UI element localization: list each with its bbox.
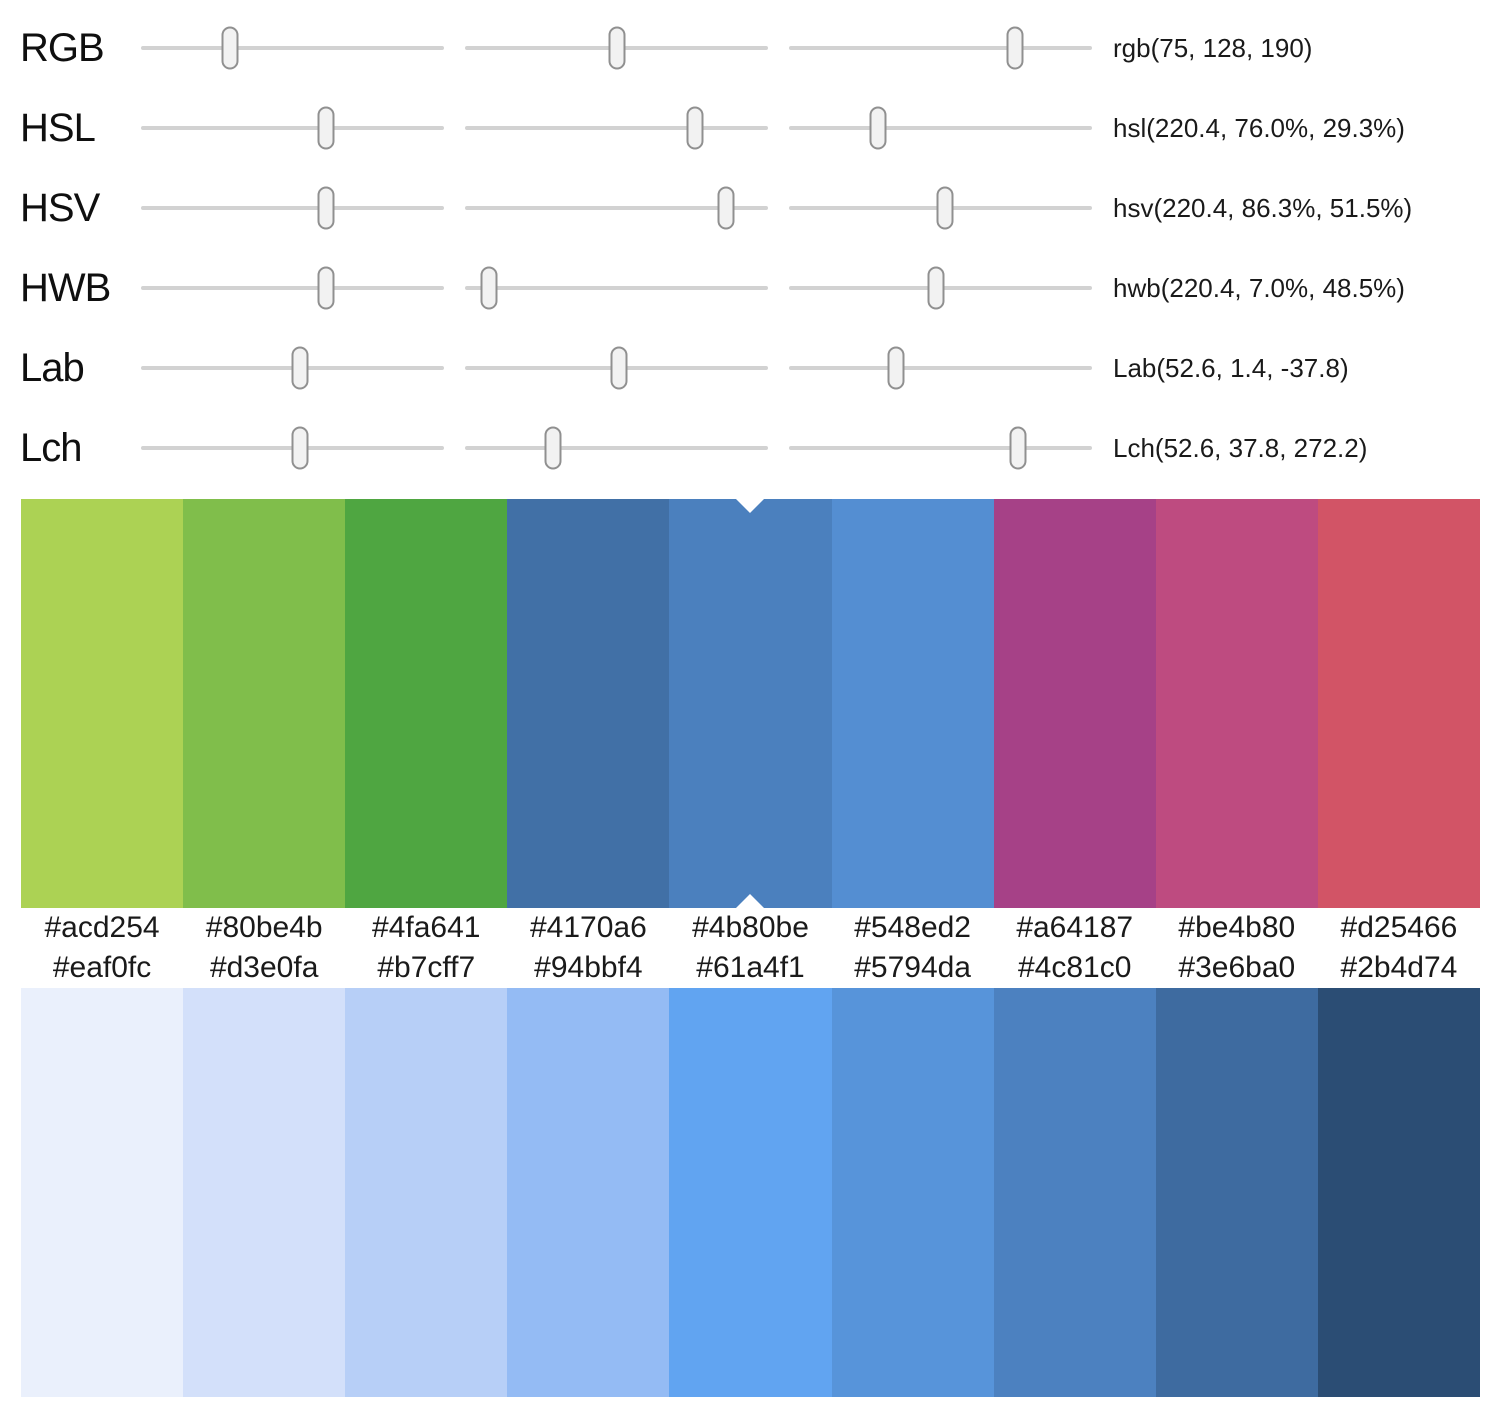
bottom-palette-labels: #eaf0fc #d3e0fa #b7cff7 #94bbf4 #61a4f1 …	[21, 948, 1480, 988]
slider-track[interactable]	[465, 426, 768, 470]
slider-thumb[interactable]	[608, 26, 626, 70]
top-palette-labels: #acd254 #80be4b #4fa641 #4170a6 #4b80be …	[21, 908, 1480, 948]
slider-thumb[interactable]	[544, 426, 562, 470]
slider-thumb[interactable]	[936, 186, 954, 230]
slider-thumb[interactable]	[927, 266, 945, 310]
slider-thumb[interactable]	[1006, 26, 1024, 70]
slider-row-hwb: HWB hwb(220.4, 7.0%, 48.5%)	[0, 248, 1501, 328]
swatch-hex-label: #be4b80	[1178, 911, 1296, 944]
swatch-hex-label: #61a4f1	[696, 951, 805, 984]
bottom-palette-swatch[interactable]	[345, 988, 508, 1397]
bottom-palette-swatch[interactable]	[1317, 988, 1480, 1397]
slider-row-lch: Lch Lch(52.6, 37.8, 272.2)	[0, 408, 1501, 488]
slider-track[interactable]	[789, 426, 1092, 470]
swatch-hex-label: #d3e0fa	[209, 951, 319, 984]
bottom-palette	[21, 988, 1480, 1397]
slider-thumb[interactable]	[317, 266, 335, 310]
slider-value: hsv(220.4, 86.3%, 51.5%)	[1113, 193, 1413, 223]
top-palette-swatch[interactable]	[1317, 499, 1480, 908]
top-palette	[21, 499, 1480, 908]
slider-thumb[interactable]	[717, 186, 735, 230]
swatch-hex-label: #d25466	[1340, 911, 1458, 944]
slider-track[interactable]	[141, 346, 444, 390]
slider-track[interactable]	[141, 266, 444, 310]
slider-row-label: Lab	[20, 346, 85, 390]
slider-thumb[interactable]	[1009, 426, 1027, 470]
slider-row-label: HWB	[20, 266, 111, 310]
slider-track[interactable]	[465, 186, 768, 230]
swatch-hex-label: #a64187	[1016, 911, 1134, 944]
slider-track[interactable]	[465, 106, 768, 150]
slider-value: rgb(75, 128, 190)	[1113, 33, 1313, 63]
slider-track[interactable]	[789, 26, 1092, 70]
slider-track[interactable]	[141, 106, 444, 150]
slider-thumb[interactable]	[291, 346, 309, 390]
slider-track[interactable]	[465, 346, 768, 390]
bottom-palette-swatch[interactable]	[831, 988, 994, 1397]
bottom-palette-swatch[interactable]	[507, 988, 670, 1397]
slider-track[interactable]	[789, 106, 1092, 150]
slider-thumb[interactable]	[317, 186, 335, 230]
bottom-palette-swatch[interactable]	[669, 988, 832, 1397]
swatch-hex-label: #4b80be	[692, 911, 809, 944]
swatch-hex-label: #80be4b	[205, 911, 323, 944]
slider-row-hsl: HSL hsl(220.4, 76.0%, 29.3%)	[0, 88, 1501, 168]
slider-row-lab: Lab Lab(52.6, 1.4, -37.8)	[0, 328, 1501, 408]
swatch-hex-label: #acd254	[44, 911, 160, 944]
swatch-hex-label: #5794da	[854, 951, 971, 984]
slider-row-label: HSL	[20, 106, 96, 150]
top-palette-swatch[interactable]	[669, 499, 832, 908]
slider-thumb[interactable]	[291, 426, 309, 470]
slider-thumb[interactable]	[869, 106, 887, 150]
slider-row-rgb: RGB rgb(75, 128, 190)	[0, 8, 1501, 88]
slider-panel: RGB rgb(75, 128, 190) HSL hsl(220	[0, 0, 1501, 488]
slider-row-label: Lch	[20, 426, 83, 470]
top-palette-swatch[interactable]	[831, 499, 994, 908]
slider-thumb[interactable]	[480, 266, 498, 310]
slider-row-label: HSV	[20, 186, 100, 230]
slider-thumb[interactable]	[221, 26, 239, 70]
swatch-hex-label: #548ed2	[854, 911, 971, 944]
slider-track[interactable]	[789, 186, 1092, 230]
slider-thumb[interactable]	[317, 106, 335, 150]
swatch-hex-label: #2b4d74	[1340, 951, 1458, 984]
swatch-hex-label: #94bbf4	[534, 951, 643, 984]
swatch-hex-label: #4fa641	[372, 911, 481, 944]
slider-track[interactable]	[465, 266, 768, 310]
slider-track[interactable]	[789, 346, 1092, 390]
slider-row-label: RGB	[20, 26, 105, 70]
swatch-hex-label: #4c81c0	[1017, 951, 1132, 984]
slider-value: Lab(52.6, 1.4, -37.8)	[1113, 353, 1349, 383]
slider-track[interactable]	[141, 426, 444, 470]
slider-thumb[interactable]	[610, 346, 628, 390]
slider-value: hsl(220.4, 76.0%, 29.3%)	[1113, 113, 1405, 143]
slider-value: hwb(220.4, 7.0%, 48.5%)	[1113, 273, 1405, 303]
top-palette-swatch[interactable]	[507, 499, 670, 908]
slider-thumb[interactable]	[686, 106, 704, 150]
top-palette-swatch[interactable]	[183, 499, 346, 908]
slider-track[interactable]	[141, 26, 444, 70]
swatch-hex-label: #3e6ba0	[1178, 951, 1296, 984]
top-palette-swatch[interactable]	[993, 499, 1156, 908]
top-palette-swatch[interactable]	[1155, 499, 1318, 908]
swatch-hex-label: #eaf0fc	[52, 951, 152, 984]
top-palette-swatch[interactable]	[21, 499, 184, 908]
slider-track[interactable]	[141, 186, 444, 230]
top-palette-swatch[interactable]	[345, 499, 508, 908]
bottom-palette-swatch[interactable]	[993, 988, 1156, 1397]
slider-track[interactable]	[789, 266, 1092, 310]
bottom-palette-swatch[interactable]	[1155, 988, 1318, 1397]
bottom-palette-swatch[interactable]	[21, 988, 184, 1397]
bottom-palette-swatch[interactable]	[183, 988, 346, 1397]
slider-track[interactable]	[465, 26, 768, 70]
swatch-hex-label: #4170a6	[529, 911, 647, 944]
slider-row-hsv: HSV hsv(220.4, 86.3%, 51.5%)	[0, 168, 1501, 248]
slider-thumb[interactable]	[887, 346, 905, 390]
swatch-hex-label: #b7cff7	[377, 951, 476, 984]
slider-value: Lch(52.6, 37.8, 272.2)	[1113, 433, 1368, 463]
